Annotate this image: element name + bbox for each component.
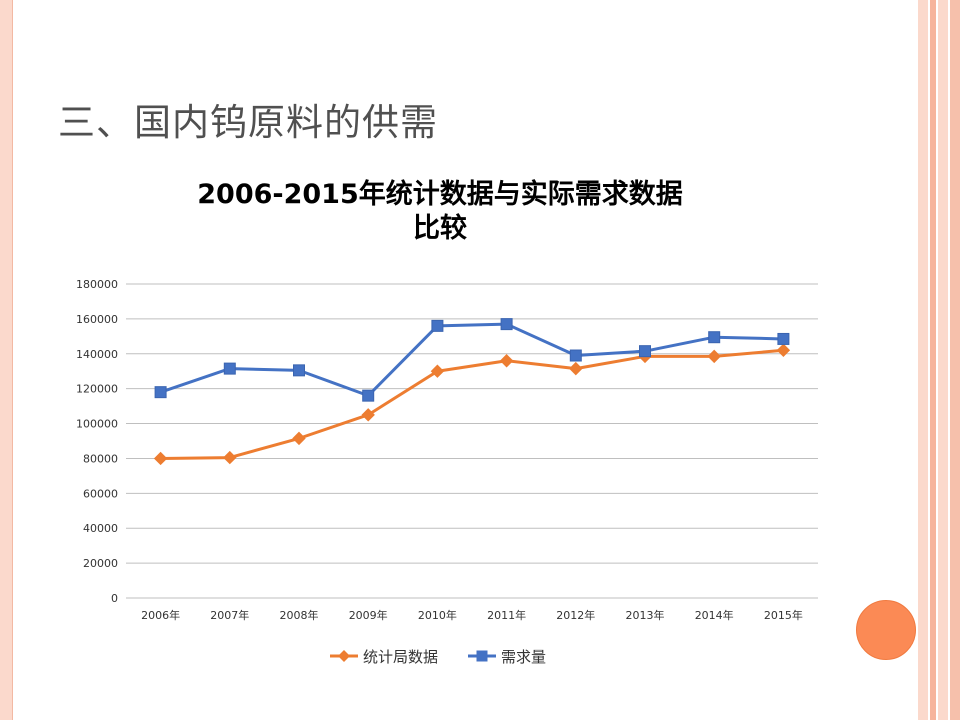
legend-marker-diamond	[338, 650, 350, 662]
data-point-diamond	[430, 364, 445, 378]
chart-title-line2: 比较	[413, 213, 467, 244]
data-point-square	[777, 332, 790, 345]
x-tick-label: 2013年	[626, 608, 665, 622]
data-point-diamond	[292, 431, 306, 446]
data-point-square	[500, 318, 513, 331]
data-point-diamond	[361, 408, 375, 422]
data-point-diamond	[707, 349, 721, 364]
series-line-2	[160, 322, 784, 398]
data-point-square	[362, 389, 375, 402]
data-point-square	[154, 386, 167, 399]
legend-label-2: 需求量	[501, 648, 546, 666]
legend-marker-square	[476, 650, 488, 662]
x-tick-label: 2006年	[141, 608, 180, 622]
y-tick-label: 180000	[76, 278, 118, 291]
x-tick-label: 2014年	[695, 608, 734, 622]
y-tick-label: 0	[111, 592, 118, 605]
y-tick-label: 40000	[83, 522, 118, 535]
y-tick-label: 100000	[76, 418, 118, 431]
y-tick-label: 140000	[76, 348, 118, 361]
data-point-square	[569, 349, 582, 362]
y-tick-label: 80000	[83, 452, 118, 465]
data-point-square	[293, 364, 305, 377]
x-tick-label: 2009年	[349, 608, 388, 622]
data-point-diamond	[499, 354, 514, 368]
data-point-diamond	[569, 361, 583, 376]
data-point-diamond	[153, 451, 168, 466]
y-tick-label: 160000	[76, 313, 118, 326]
x-tick-label: 2010年	[418, 608, 457, 622]
x-tick-label: 2015年	[764, 608, 803, 622]
chart-title: 2006-2015年统计数据与实际需求数据 比较	[120, 178, 760, 246]
y-tick-label: 120000	[76, 383, 118, 396]
x-tick-label: 2007年	[210, 608, 249, 622]
data-point-square	[708, 331, 721, 344]
y-tick-label: 20000	[83, 557, 118, 570]
y-tick-label: 60000	[83, 487, 118, 500]
chart-title-line1: 2006-2015年统计数据与实际需求数据	[197, 179, 683, 210]
right-frame-stripes	[918, 0, 960, 720]
left-frame-border	[0, 0, 13, 720]
data-point-square	[223, 362, 236, 375]
legend-label-1: 统计局数据	[363, 648, 438, 666]
slide-title: 三、国内钨原料的供需	[58, 101, 438, 144]
x-tick-label: 2011年	[487, 608, 526, 622]
decorative-circle	[856, 600, 916, 660]
data-point-square	[431, 319, 444, 332]
data-point-diamond	[223, 450, 237, 465]
x-tick-label: 2012年	[556, 608, 595, 622]
data-point-square	[639, 345, 651, 358]
data-point-diamond	[776, 343, 791, 357]
series-line-1	[160, 348, 784, 460]
x-tick-label: 2008年	[280, 608, 319, 622]
